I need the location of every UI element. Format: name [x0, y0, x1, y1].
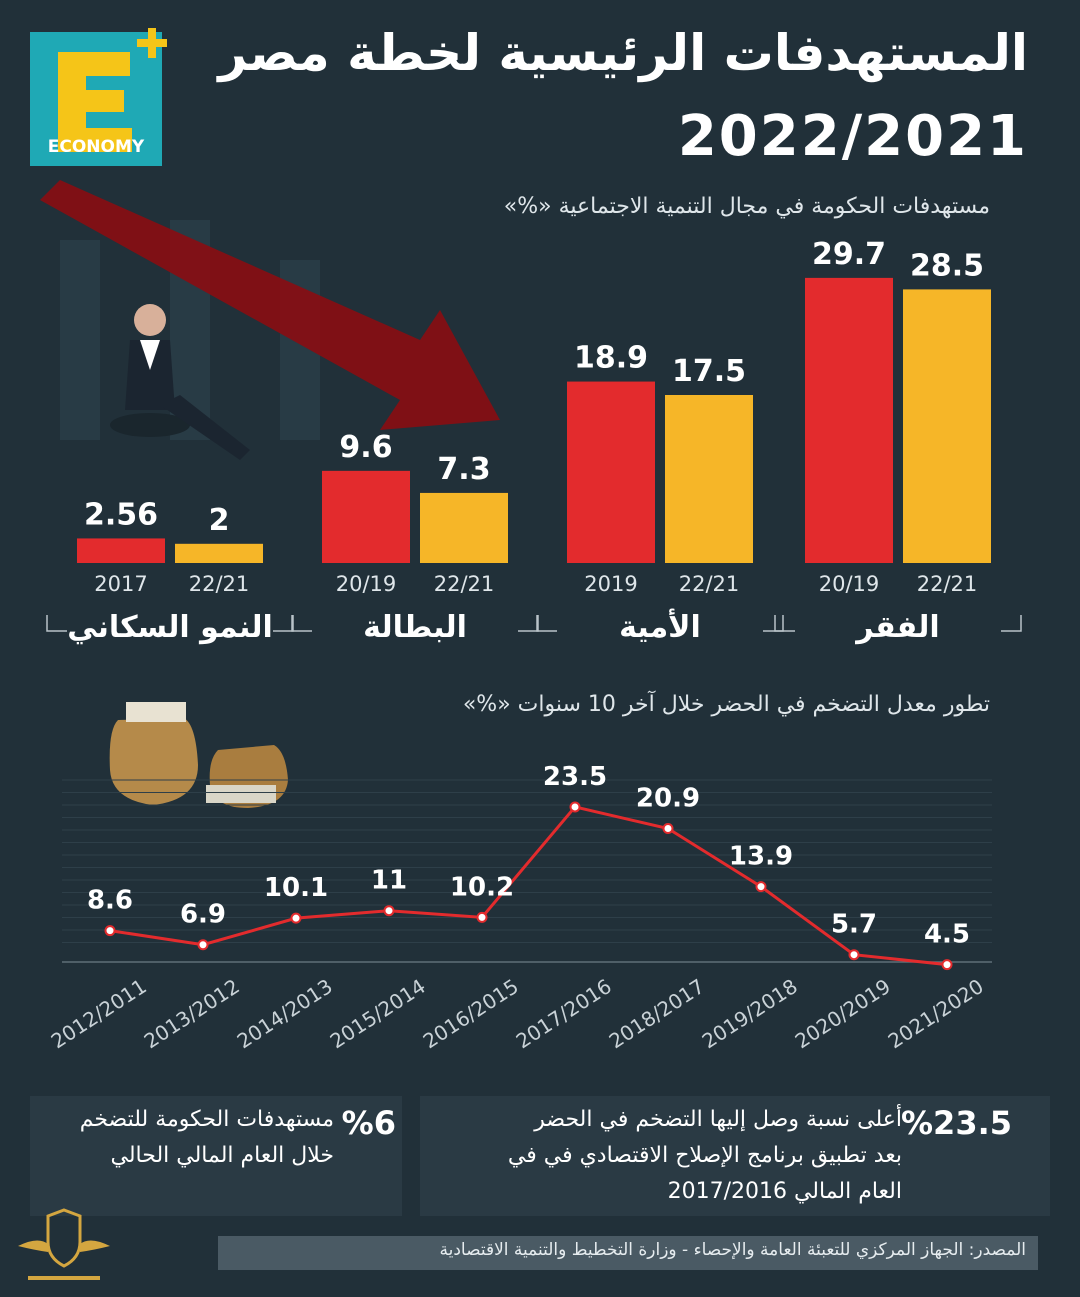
logo-word: ECONOMY	[48, 137, 145, 157]
bar-value-label: 28.5	[910, 248, 984, 283]
x-tick-label: 2019/2018	[698, 974, 802, 1053]
x-tick-label: 2021/2020	[884, 974, 988, 1053]
bar-chart: 29.7 20/19 28.5 22/21 الفقر 18.9 2019 17.5 22/21…	[46, 237, 1022, 645]
x-tick-label: 2013/2012	[140, 974, 244, 1053]
bar-group-name: النمو السكاني	[67, 610, 273, 645]
bracket-right	[763, 615, 784, 632]
highlight-peak-text: أعلى نسبة وصل إليها التضخم في الحضر بعد …	[507, 1107, 902, 1204]
line-chart: 8.6 2012/2011 6.9 2013/2012 10.1 2014/2013 11 2…	[47, 762, 992, 1053]
line-point	[569, 801, 581, 813]
inflation-line	[109, 805, 948, 967]
bar	[175, 543, 263, 563]
x-tick-label: 2016/2015	[419, 974, 523, 1053]
bar-value-label: 18.9	[574, 341, 648, 376]
bar-value-label: 17.5	[672, 354, 746, 389]
x-tick-label: 2015/2014	[326, 974, 430, 1053]
line-point	[662, 823, 674, 835]
bar	[805, 277, 893, 563]
bar-category-label: 20/19	[336, 572, 397, 596]
line-value-label: 5.7	[831, 910, 877, 940]
bar	[665, 395, 753, 563]
line-point	[941, 959, 953, 971]
bar-group-name: البطالة	[363, 610, 467, 645]
bar-value-label: 9.6	[339, 430, 392, 465]
bar-category-label: 2019	[584, 572, 637, 596]
line-value-label: 8.6	[87, 886, 133, 916]
bar-value-label: 7.3	[437, 452, 490, 487]
highlight-box-peak: %23.5 أعلى نسبة وصل إليها التضخم في الحض…	[420, 1096, 1050, 1216]
line-point	[848, 949, 860, 961]
highlight-target-value: %6	[341, 1104, 396, 1142]
line-point	[197, 939, 209, 951]
bar-value-label: 2	[209, 503, 230, 538]
line-chart-title: تطور معدل التضخم في الحضر خلال آخر 10 سن…	[462, 692, 990, 717]
line-value-label: 10.1	[264, 873, 328, 903]
bar	[903, 289, 991, 563]
bracket-right	[518, 615, 539, 632]
bar	[420, 492, 508, 563]
x-tick-label: 2014/2013	[233, 974, 337, 1053]
highlight-box-target: %6 مستهدفات الحكومة للتضخم خلال العام ال…	[30, 1096, 402, 1216]
bracket-right	[1001, 615, 1022, 632]
economy-logo: + ECONOMY	[30, 28, 167, 166]
bar-category-label: 22/21	[189, 572, 250, 596]
x-tick-label: 2018/2017	[605, 974, 709, 1053]
bar-value-label: 2.56	[84, 497, 158, 532]
bar	[567, 381, 655, 563]
line-point	[104, 925, 116, 937]
bar-category-label: 20/19	[819, 572, 880, 596]
line-point	[755, 881, 767, 893]
bracket-left	[46, 615, 67, 632]
line-value-label: 11	[371, 866, 407, 896]
line-value-label: 20.9	[636, 784, 700, 814]
x-tick-label: 2017/2016	[512, 974, 616, 1053]
bar-category-label: 22/21	[679, 572, 740, 596]
forum-crest-icon	[18, 1208, 110, 1280]
decline-illustration	[40, 180, 500, 460]
x-tick-label: 2012/2011	[47, 974, 151, 1053]
bar-group-name: الفقر	[854, 610, 939, 645]
line-point	[476, 911, 488, 923]
bracket-right	[273, 615, 294, 632]
line-point	[383, 905, 395, 917]
x-tick-label: 2020/2019	[791, 974, 895, 1053]
bar-category-label: 2017	[94, 572, 147, 596]
line-value-label: 10.2	[450, 872, 514, 902]
bar-value-label: 29.7	[812, 237, 886, 272]
line-value-label: 4.5	[924, 920, 970, 950]
bar-chart-title: مستهدفات الحكومة في مجال التنمية الاجتما…	[503, 194, 990, 219]
money-bags-icon	[109, 702, 288, 808]
bar	[77, 538, 165, 563]
bar	[322, 470, 410, 563]
highlight-target-text: مستهدفات الحكومة للتضخم خلال العام المال…	[79, 1107, 334, 1168]
page-title-year: 2022/2021	[677, 104, 1028, 169]
source-text: المصدر: الجهاز المركزي للتعبئة العامة وا…	[439, 1240, 1027, 1260]
line-value-label: 6.9	[180, 900, 226, 930]
line-value-label: 13.9	[729, 842, 793, 872]
source-bar: المصدر: الجهاز المركزي للتعبئة العامة وا…	[218, 1236, 1038, 1270]
line-value-label: 23.5	[543, 762, 607, 792]
bar-group-name: الأمية	[619, 608, 701, 645]
bar-category-label: 22/21	[434, 572, 495, 596]
line-point	[290, 912, 302, 924]
bar-category-label: 22/21	[917, 572, 978, 596]
page-title: المستهدفات الرئيسية لخطة مصر	[218, 24, 1028, 82]
highlight-peak-value: %23.5	[900, 1104, 1012, 1142]
